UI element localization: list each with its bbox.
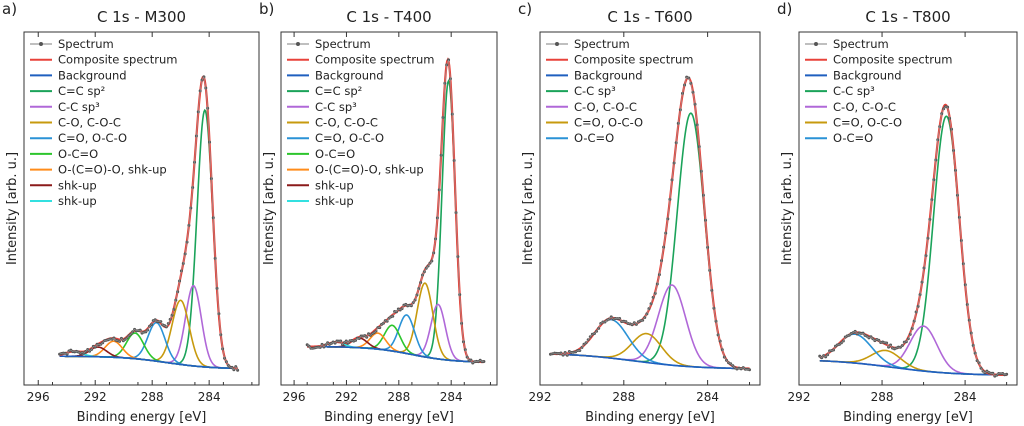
chart-panel-2: b) C 1s - T400 296 292 288 284 Binding energy …	[259, 0, 498, 425]
x-tick-label: 284	[696, 390, 719, 404]
x-tick-label: 288	[387, 390, 410, 404]
x-tick-label: 292	[788, 390, 811, 404]
plot-frame	[23, 31, 260, 386]
legend-entry: O-(C=O)-O, shk-up	[58, 163, 167, 177]
y-axis-label: Intensity [arb. u.]	[780, 152, 795, 265]
component-curve-4	[819, 333, 1007, 376]
panel-letter: a)	[2, 0, 17, 18]
x-tick-label: 284	[198, 390, 221, 404]
legend-entry: C-C sp³	[833, 84, 875, 98]
legend-entry: Composite spectrum	[574, 53, 693, 67]
legend-entry: C-O, C-O-C	[574, 100, 637, 114]
legend-entry: Spectrum	[574, 37, 630, 51]
background-curve	[59, 355, 238, 370]
plot-frame	[798, 31, 1018, 386]
legend-entry: Background	[574, 68, 643, 82]
legend-entry: C=O, O-C-O	[315, 131, 384, 145]
x-axis-label: Binding energy [eV]	[843, 410, 973, 425]
spectrum-line	[550, 76, 750, 371]
legend-entry: C-C sp³	[58, 100, 100, 114]
chart-title: C 1s - M300	[97, 8, 186, 26]
legend-entry: C=C sp²	[315, 84, 362, 98]
x-tick-label: 288	[141, 390, 164, 404]
panel-letter: c)	[518, 0, 532, 18]
legend-entry: C=O, O-C-O	[574, 116, 643, 130]
composite-curve	[819, 103, 1007, 377]
spectrum-line	[307, 59, 484, 364]
chart-title: C 1s - T800	[865, 8, 950, 26]
legend-entry: C-O, C-O-C	[58, 116, 121, 130]
legend-entry: C-O, C-O-C	[315, 116, 378, 130]
legend-entry: O-C=O	[833, 131, 873, 145]
legend-entry: O-C=O	[58, 147, 98, 161]
y-axis-label: Intensity [arb. u.]	[262, 152, 277, 265]
legend-marker	[296, 42, 300, 46]
spectrum-line	[59, 75, 238, 371]
component-curve-5	[307, 324, 484, 363]
chart-panel-4: d) C 1s - T800 292 288 284 Binding energy [eV…	[777, 0, 1018, 425]
chart-panel-1: a) C 1s - M300 296 292 288 284 Binding energy …	[2, 0, 260, 425]
plot-frame	[280, 31, 498, 386]
legend-marker	[814, 42, 818, 46]
background-curve	[550, 353, 750, 370]
legend-entry: O-C=O	[315, 147, 355, 161]
x-tick-label: 296	[27, 390, 50, 404]
x-tick-label: 288	[871, 390, 894, 404]
legend-entry: C=O, O-C-O	[58, 131, 127, 145]
x-tick-label: 284	[954, 390, 977, 404]
x-tick-label: 296	[283, 390, 306, 404]
legend-entry: C-C sp³	[315, 100, 357, 114]
chart-panel-3: c) C 1s - T600 292 288 284 Binding energy [eV…	[518, 0, 761, 425]
x-tick-label: 292	[529, 390, 552, 404]
x-tick-label: 284	[440, 390, 463, 404]
spectrum-line	[819, 106, 1007, 377]
legend-entry: Spectrum	[833, 37, 889, 51]
chart-title: C 1s - T400	[346, 8, 431, 26]
legend-entry: C=O, O-C-O	[833, 116, 902, 130]
y-axis-label: Intensity [arb. u.]	[521, 152, 536, 265]
y-axis-label: Intensity [arb. u.]	[5, 152, 20, 265]
legend-entry: Background	[58, 68, 127, 82]
component-curve-4	[307, 314, 484, 363]
x-tick-label: 288	[612, 390, 635, 404]
x-axis-label: Binding energy [eV]	[324, 410, 454, 425]
plot-area	[305, 57, 486, 365]
plot-area	[548, 75, 752, 372]
legend-marker	[39, 42, 43, 46]
legend-entry: Spectrum	[315, 37, 371, 51]
legend-entry: O-(C=O)-O, shk-up	[315, 163, 424, 177]
plot-frame	[539, 31, 761, 386]
legend-entry: Composite spectrum	[58, 53, 177, 67]
legend-entry: Background	[315, 68, 384, 82]
plot-area	[58, 75, 240, 372]
legend-entry: Composite spectrum	[833, 53, 952, 67]
legend-marker	[555, 42, 559, 46]
component-curve-1	[550, 112, 750, 370]
legend-entry: C=C sp²	[58, 84, 105, 98]
chart-title: C 1s - T600	[607, 8, 692, 26]
legend-entry: shk-up	[58, 178, 97, 192]
background-curve	[819, 359, 1007, 376]
x-tick-label: 292	[335, 390, 358, 404]
legend-entry: Composite spectrum	[315, 53, 434, 67]
legend-entry: Background	[833, 68, 902, 82]
background-curve	[307, 345, 484, 363]
legend-entry: C-C sp³	[574, 84, 616, 98]
legend-entry: O-C=O	[574, 131, 614, 145]
panel-letter: b)	[259, 0, 274, 18]
legend-entry: C-O, C-O-C	[833, 100, 896, 114]
x-tick-label: 292	[84, 390, 107, 404]
plot-area	[818, 103, 1009, 378]
legend-entry: shk-up	[58, 194, 97, 208]
legend-entry: shk-up	[315, 178, 354, 192]
legend-entry: Spectrum	[58, 37, 114, 51]
x-axis-label: Binding energy [eV]	[77, 410, 207, 425]
x-axis-label: Binding energy [eV]	[585, 410, 715, 425]
legend-entry: shk-up	[315, 194, 354, 208]
panel-letter: d)	[777, 0, 792, 18]
